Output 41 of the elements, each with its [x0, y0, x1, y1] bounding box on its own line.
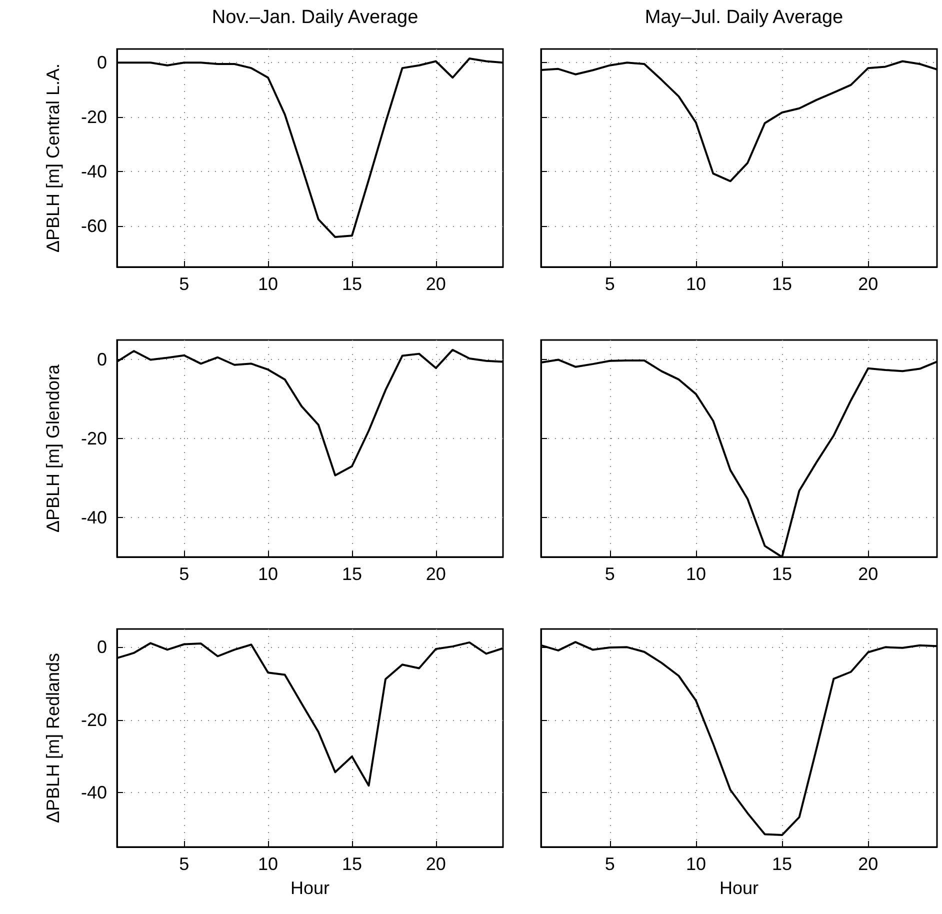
y-tick-label: -40 — [80, 162, 107, 182]
x-tick-label: 5 — [179, 854, 190, 874]
y-tick-label: -20 — [80, 710, 107, 730]
x-tick-label: 10 — [258, 274, 278, 294]
x-tick-label: 20 — [426, 564, 446, 584]
x-tick-label: 20 — [426, 854, 446, 874]
y-tick-label: -40 — [80, 508, 107, 528]
y-axis-title: ΔPBLH [m] Redlands — [43, 652, 63, 824]
y-axis-title: ΔPBLH [m] Central L.A. — [43, 63, 63, 253]
x-tick-label: 10 — [686, 274, 706, 294]
x-tick-label: 5 — [604, 854, 615, 874]
y-tick-label: 0 — [96, 52, 107, 73]
x-tick-label: 5 — [179, 274, 190, 294]
y-tick-label: 0 — [96, 637, 107, 658]
x-tick-label: 5 — [604, 274, 615, 294]
chart-title: Nov.–Jan. Daily Average — [212, 7, 418, 28]
x-axis-title: Hour — [290, 878, 330, 898]
x-tick-label: 15 — [342, 274, 362, 294]
x-tick-label: 10 — [258, 854, 278, 874]
x-tick-label: 15 — [772, 564, 792, 584]
x-tick-label: 20 — [858, 854, 878, 874]
y-tick-label: 0 — [96, 350, 107, 370]
y-axis-title: ΔPBLH [m] Glendora — [43, 363, 63, 533]
x-tick-label: 10 — [686, 854, 706, 874]
x-tick-label: 15 — [772, 854, 792, 874]
chart-title: May–Jul. Daily Average — [644, 7, 844, 28]
x-axis-title: Hour — [719, 878, 759, 898]
y-tick-label: -40 — [80, 782, 107, 802]
x-tick-label: 5 — [604, 564, 615, 584]
y-tick-label: -20 — [80, 107, 107, 128]
x-tick-label: 15 — [772, 274, 792, 294]
x-tick-label: 15 — [342, 854, 362, 874]
x-tick-label: 20 — [858, 274, 878, 294]
x-tick-label: 5 — [179, 564, 190, 584]
y-tick-label: -20 — [80, 428, 107, 449]
x-tick-label: 10 — [258, 564, 278, 584]
y-tick-label: -60 — [80, 216, 107, 236]
x-tick-label: 20 — [858, 564, 878, 584]
x-tick-label: 10 — [686, 564, 706, 584]
x-tick-label: 15 — [342, 564, 362, 584]
x-tick-label: 20 — [426, 274, 446, 294]
